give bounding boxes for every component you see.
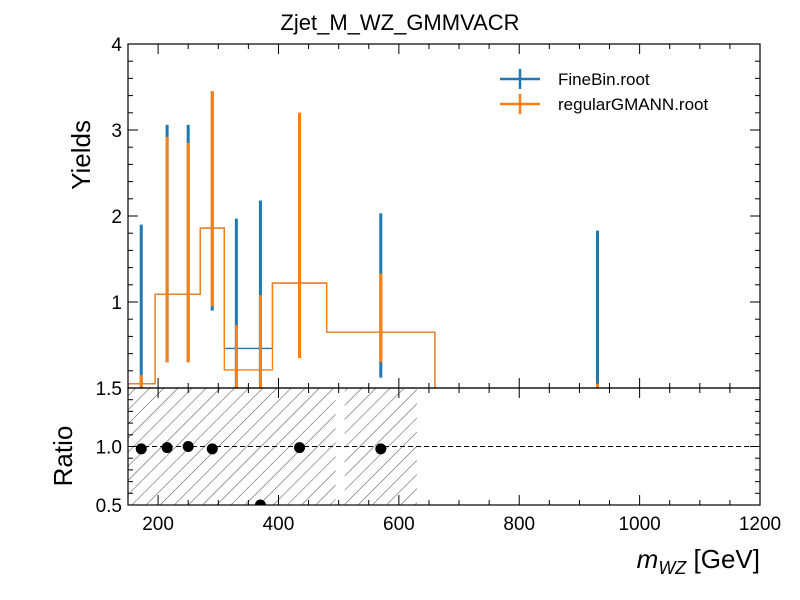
main-error-bars [139, 91, 599, 388]
chart-title: Zjet_M_WZ_GMMVACR [280, 10, 519, 35]
x-tick-label: 800 [503, 514, 535, 535]
ratio-point-4 [254, 499, 266, 505]
x-axis-label: mWZ [GeV] [637, 544, 760, 578]
ratio-point-2 [182, 441, 194, 452]
x-axis-label-unit: [GeV] [686, 544, 760, 574]
ratio-point-3 [206, 443, 218, 455]
histogram-regulargmann [128, 227, 436, 388]
ratio-y-tick-label: 0.5 [96, 496, 122, 517]
legend: FineBin.root regularGMANN.root [500, 69, 708, 114]
ratio-point-5 [294, 442, 306, 454]
main-y-axis-label: Yields [66, 120, 96, 190]
ratio-point-0 [135, 443, 147, 455]
axis-tick-labels: 200 400 600 800 1000 1200 1 2 3 4 0.5 1.0 1.5 [96, 35, 782, 535]
ratio-y-tick-label: 1.0 [96, 438, 122, 459]
ratio-y-tick-label: 1.5 [96, 379, 122, 400]
axis-ticks [127, 43, 761, 506]
x-axis-label-symbol: m [637, 544, 659, 574]
main-y-tick-label: 2 [111, 207, 122, 228]
x-tick-label: 1200 [739, 514, 781, 535]
main-y-tick-label: 1 [111, 293, 122, 314]
histogram-finebin [128, 227, 436, 388]
ratio-points [135, 441, 387, 505]
x-tick-label: 400 [263, 514, 295, 535]
legend-entry-finebin: FineBin.root [500, 69, 650, 89]
main-y-tick-label: 4 [111, 35, 122, 56]
main-y-tick-label: 3 [111, 121, 122, 142]
ratio-point-1 [161, 442, 173, 454]
legend-entry-regulargmann: regularGMANN.root [500, 94, 708, 114]
x-tick-label: 600 [383, 514, 415, 535]
x-axis-label-subscript: WZ [658, 558, 687, 578]
x-tick-label: 1000 [618, 514, 660, 535]
legend-label-finebin: FineBin.root [558, 70, 650, 89]
ratio-y-axis-label: Ratio [48, 426, 78, 487]
legend-label-regulargmann: regularGMANN.root [558, 95, 708, 114]
x-tick-label: 200 [142, 514, 174, 535]
ratio-point-6 [375, 443, 387, 455]
main-histograms [128, 227, 436, 388]
